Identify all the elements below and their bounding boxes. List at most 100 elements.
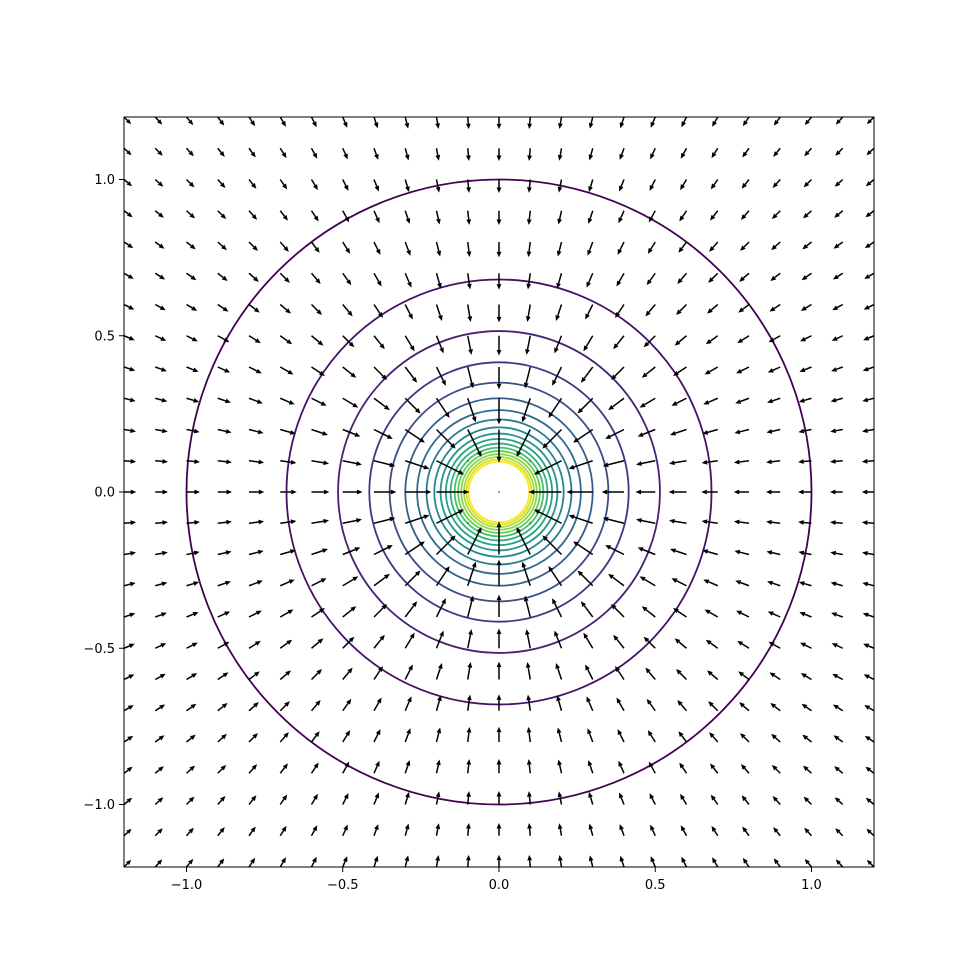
quiver-arrow <box>865 210 874 218</box>
quiver-arrow <box>310 700 321 712</box>
quiver-arrow <box>496 179 502 193</box>
quiver-arrow <box>734 549 750 556</box>
quiver-arrow <box>279 701 290 712</box>
quiver-arrow <box>677 272 688 284</box>
quiver-arrow <box>701 459 718 465</box>
quiver-arrow <box>769 672 781 681</box>
quiver-arrow <box>435 397 450 418</box>
quiver-arrow <box>279 179 288 190</box>
quiver-arrow <box>617 729 625 743</box>
quiver-arrow <box>525 629 531 649</box>
quiver-arrow <box>588 823 594 836</box>
quiver-arrow <box>834 797 844 806</box>
quiver-arrow <box>185 117 194 126</box>
quiver-arrow <box>568 460 593 470</box>
quiver-arrow <box>186 366 199 372</box>
quiver-arrow <box>342 489 363 495</box>
quiver-arrow <box>404 791 410 805</box>
quiver-arrow <box>279 366 294 375</box>
quiver-arrow <box>525 335 531 355</box>
quiver-arrow <box>248 366 262 374</box>
quiver-arrow <box>733 519 750 525</box>
quiver-arrow <box>557 823 563 836</box>
quiver-arrow <box>740 733 750 743</box>
quiver-arrow <box>804 858 813 867</box>
quiver-arrow <box>342 793 349 805</box>
quiver-arrow <box>610 603 625 618</box>
quiver-arrow <box>373 729 381 743</box>
quiver-arrow <box>185 178 195 188</box>
quiver-arrow <box>154 117 163 125</box>
quiver-arrow <box>310 147 318 159</box>
quiver-arrow <box>835 117 844 125</box>
quiver-arrow <box>342 547 361 556</box>
quiver-arrow <box>404 696 412 712</box>
quiver-arrow <box>800 303 812 311</box>
quiver-arrow <box>154 735 165 743</box>
quiver-arrow <box>773 858 781 867</box>
quiver-arrow <box>803 796 813 806</box>
quiver-arrow <box>435 727 442 743</box>
quiver-arrow <box>279 639 293 649</box>
quiver-arrow <box>311 548 328 556</box>
quiver-arrow <box>765 489 781 495</box>
quiver-arrow <box>496 694 502 711</box>
quiver-arrow <box>467 661 473 680</box>
quiver-arrow <box>639 576 656 587</box>
quiver-arrow <box>636 460 656 466</box>
quiver-arrow <box>435 855 440 867</box>
quiver-arrow <box>280 428 296 435</box>
quiver-arrow <box>248 857 256 867</box>
quiver-arrow <box>404 241 411 256</box>
quiver-arrow <box>342 761 350 774</box>
quiver-arrow <box>342 667 353 680</box>
quiver-arrow <box>741 795 750 805</box>
quiver-arrow <box>217 303 229 312</box>
quiver-arrow <box>830 397 843 403</box>
quiver-arrow <box>186 581 200 587</box>
quiver-arrow <box>736 610 750 618</box>
quiver-arrow <box>373 397 390 411</box>
quiver-arrow <box>311 578 327 587</box>
quiver-arrow <box>709 241 719 252</box>
quiver-arrow <box>619 855 625 867</box>
quiver-arrow <box>186 734 196 743</box>
quiver-arrow <box>496 559 502 586</box>
quiver-arrow <box>701 489 718 495</box>
quiver-arrow <box>124 117 132 125</box>
quiver-arrow <box>154 797 164 806</box>
quiver-arrow <box>831 366 844 372</box>
quiver-arrow <box>124 210 133 218</box>
quiver-arrow <box>674 638 687 649</box>
quiver-arrow <box>374 489 397 495</box>
quiver-arrow <box>435 179 441 193</box>
quiver-arrow <box>373 792 379 805</box>
quiver-arrow <box>770 272 781 281</box>
quiver-arrow <box>866 828 874 837</box>
quiver-arrow <box>735 580 750 587</box>
x-tick-label: −1.0 <box>171 878 203 893</box>
quiver-arrow <box>279 303 291 314</box>
quiver-arrow <box>155 489 169 495</box>
quiver-arrow <box>602 460 625 468</box>
quiver-arrow <box>342 698 352 712</box>
quiver-arrow <box>435 273 442 289</box>
quiver-arrow <box>608 397 625 411</box>
quiver-arrow <box>862 612 874 618</box>
quiver-arrow <box>217 827 225 837</box>
quiver-arrow <box>217 580 231 587</box>
contour-level-8 <box>433 426 565 558</box>
quiver-arrow <box>496 791 502 805</box>
quiver-arrow <box>647 730 656 743</box>
quiver-arrow <box>862 428 874 433</box>
quiver-arrow <box>542 428 563 449</box>
quiver-arrow <box>466 241 472 258</box>
quiver-arrow <box>526 726 532 743</box>
quiver-arrow <box>217 178 226 189</box>
quiver-arrow <box>342 210 350 223</box>
quiver-arrow <box>766 459 781 465</box>
quiver-arrow <box>671 578 687 587</box>
quiver-arrow <box>739 702 750 712</box>
quiver-arrow <box>124 766 133 774</box>
